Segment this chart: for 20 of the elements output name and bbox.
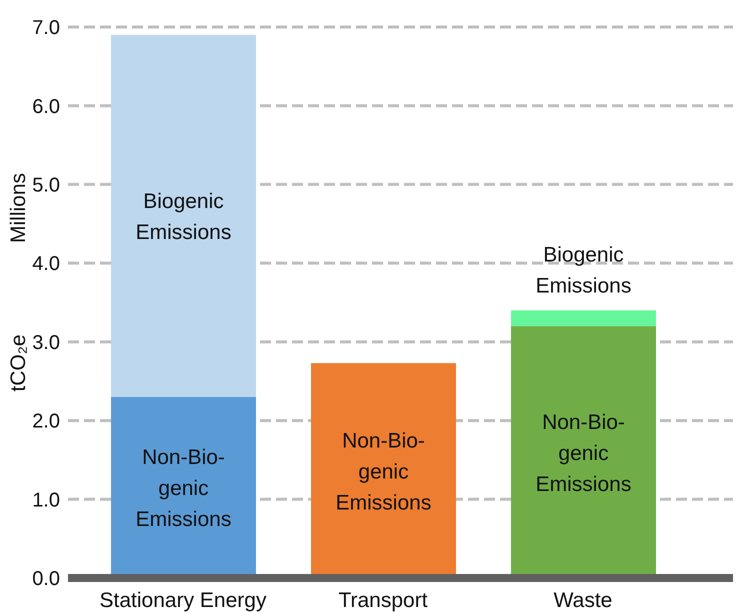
series-label: Non-Bio-genic Emissions bbox=[336, 429, 432, 514]
y-tick-label: 3.0 bbox=[32, 332, 60, 354]
text: Millions bbox=[7, 172, 31, 244]
text: Biogenic Emissions bbox=[136, 190, 232, 244]
y-tick-label: 0.0 bbox=[32, 568, 60, 590]
text: Non-Bio-genic Emissions bbox=[136, 446, 232, 532]
x-tick-label: Stationary Energy bbox=[100, 588, 267, 612]
x-tick-label: Waste bbox=[554, 588, 612, 612]
bar bbox=[111, 34, 256, 397]
y-tick-label: 1.0 bbox=[32, 489, 60, 512]
x-tick-label: Transport bbox=[338, 588, 428, 612]
y-axis-title: tCO₂e bbox=[7, 334, 31, 392]
y-tick-label: 6.0 bbox=[32, 96, 60, 118]
y-tick-label: 7.0 bbox=[32, 17, 60, 40]
y-tick-label: 4.0 bbox=[32, 253, 60, 276]
series-label: Biogenic Emissions bbox=[536, 244, 632, 298]
text: Non-Bio-genic Emissions bbox=[536, 410, 632, 496]
y-tick-label: 5.0 bbox=[32, 174, 60, 197]
y-tick-label: 2.0 bbox=[32, 410, 60, 433]
bar bbox=[511, 310, 656, 326]
